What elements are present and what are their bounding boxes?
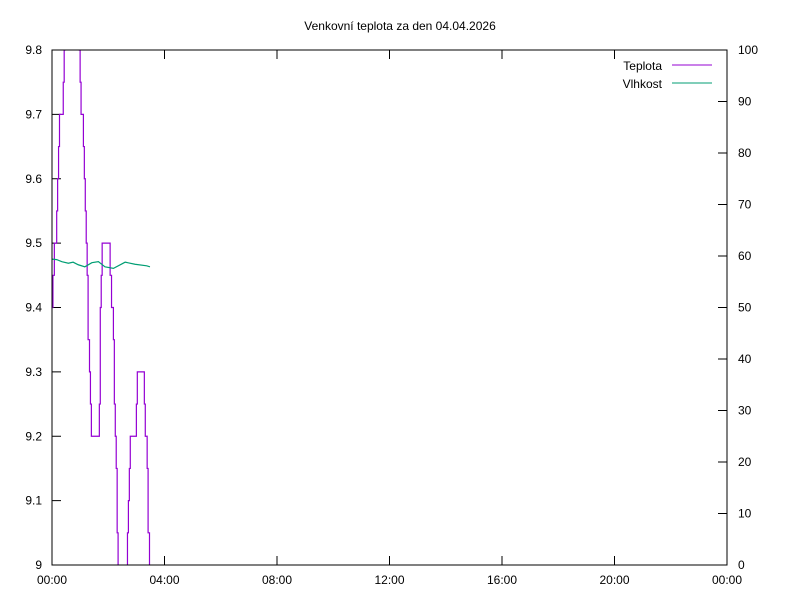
y-tick-label: 9.2 [25, 429, 42, 443]
y2-tick-label: 10 [738, 507, 752, 521]
y2-tick-label: 80 [738, 146, 752, 160]
y2-tick-label: 30 [738, 404, 752, 418]
x-tick-label: 00:00 [712, 573, 742, 587]
axes: 9 9.1 9.2 9.3 9.4 9.5 9.6 9.7 9.8 0 10 20 30 40 50 60 70… [25, 43, 758, 587]
x-tick-label: 20:00 [599, 573, 629, 587]
y2-tick-label: 60 [738, 249, 752, 263]
x-tick-label: 16:00 [487, 573, 517, 587]
y2-tick-label: 90 [738, 95, 752, 109]
legend: Teplota Vlhkost [623, 59, 712, 91]
y-tick-label: 9.8 [25, 43, 42, 57]
plot-border [51, 49, 728, 566]
x-tick-label: 12:00 [374, 573, 404, 587]
y-tick-label: 9.3 [25, 365, 42, 379]
y-tick-label: 9.4 [25, 301, 42, 315]
y2-tick-label: 70 [738, 198, 752, 212]
chart-title: Venkovní teplota za den 04.04.2026 [304, 19, 496, 33]
y2-tick-label: 40 [738, 352, 752, 366]
series-line-vlhkost [52, 258, 151, 269]
legend-label-teplota: Teplota [623, 59, 662, 73]
y-tick-label: 9.7 [25, 107, 42, 121]
legend-label-vlhkost: Vlhkost [623, 77, 663, 91]
series-layer [52, 50, 151, 565]
y-tick-label: 9.5 [25, 236, 42, 250]
y2-tick-label: 20 [738, 455, 752, 469]
y2-tick-label: 100 [738, 43, 758, 57]
y2-tick-label: 0 [738, 558, 745, 572]
y-tick-label: 9 [35, 558, 42, 572]
y2-tick-label: 50 [738, 301, 752, 315]
y-tick-label: 9.1 [25, 494, 42, 508]
x-tick-label: 00:00 [37, 573, 67, 587]
series-line-teplota [52, 50, 151, 565]
x-tick-label: 08:00 [262, 573, 292, 587]
x-tick-label: 04:00 [149, 573, 179, 587]
y-tick-label: 9.6 [25, 172, 42, 186]
